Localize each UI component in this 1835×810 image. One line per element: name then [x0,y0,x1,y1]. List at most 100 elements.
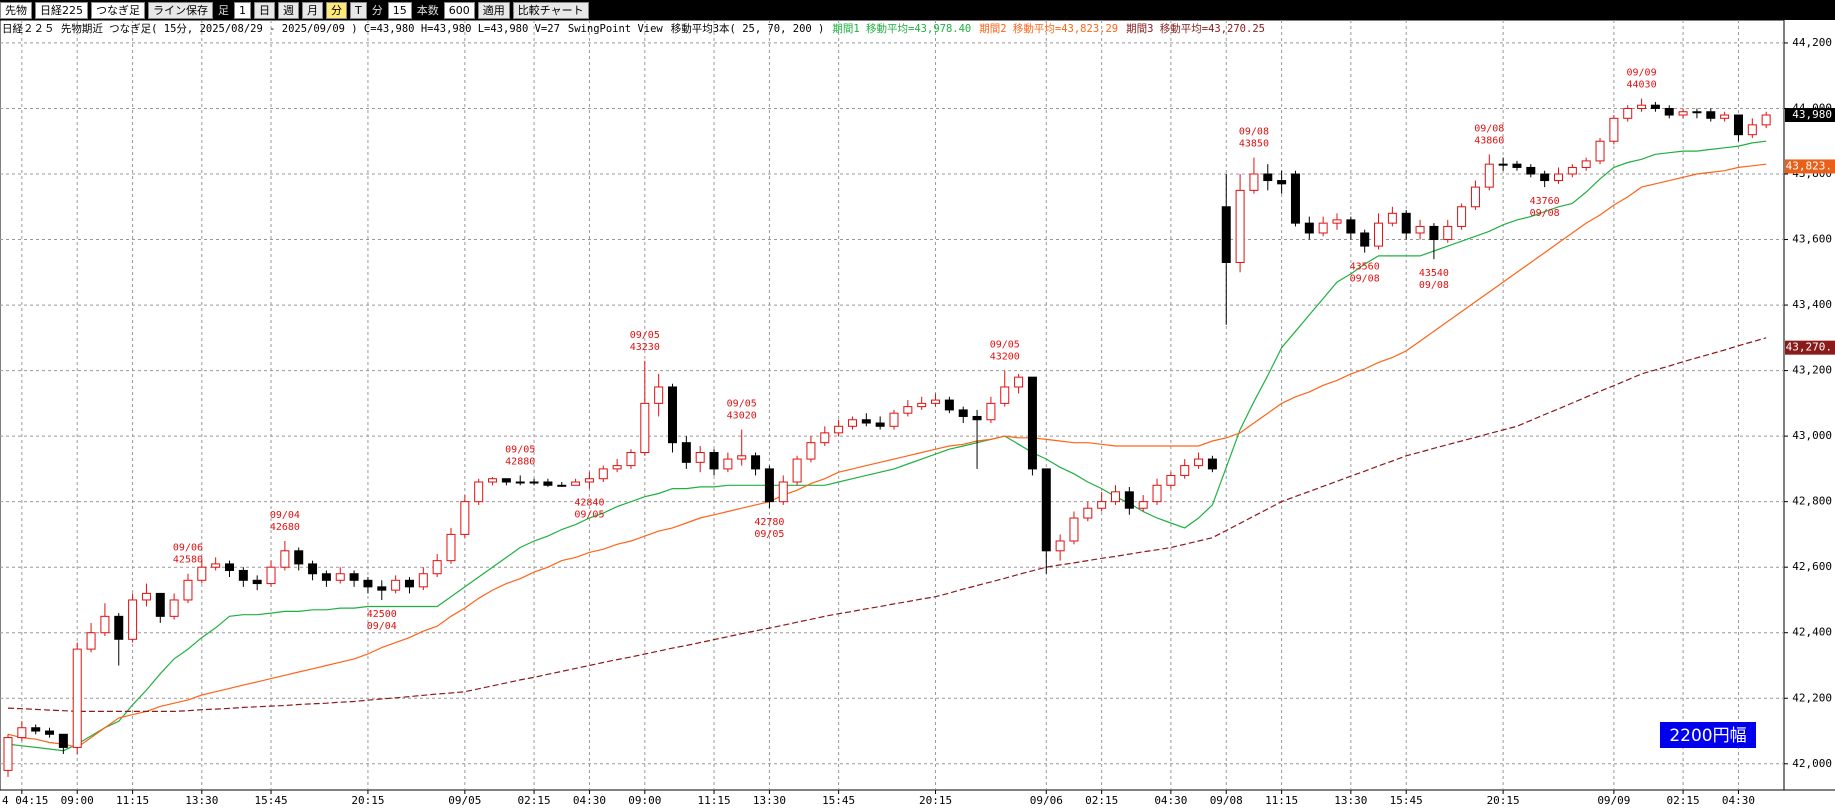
price-tag-label: 43,823. [1786,159,1832,172]
moving-average-line [7,337,1767,712]
candle-body [847,419,857,427]
candle-body [861,419,871,424]
y-tick-label: 42,600 [1792,560,1832,573]
unit-button[interactable]: 月 [302,1,323,19]
swing-date: 09/04 [270,510,300,521]
interval-label: 分 [371,4,383,17]
legend-entry: 期間1 移動平均=43,978.40 [832,23,972,35]
swing-date: 09/04 [367,621,397,632]
candle-body [418,573,428,588]
candle-body [640,402,650,454]
candle-body [612,465,622,470]
compare-button[interactable]: 比較チャート [512,1,589,19]
y-tick-label: 42,400 [1792,626,1832,639]
candle-body [1747,124,1757,136]
candle-body [238,569,248,581]
x-tick-label: 11:15 [1265,794,1298,807]
candle-body [169,599,179,617]
candle-body [737,455,747,460]
candle-body [778,481,788,503]
candle-body [280,550,290,568]
price-tag-label: 43,270. [1786,341,1832,354]
index-select[interactable]: 日経225 [35,1,88,19]
candle-body [1346,219,1356,234]
swing-price: 42780 [754,517,784,528]
candle-body [1567,166,1577,175]
candle-body [252,579,262,585]
candle-body [903,406,913,414]
candle-body [889,412,899,427]
candle-body [834,425,844,434]
swing-price: 43560 [1350,262,1380,273]
x-tick-label: 15:45 [254,794,287,807]
candle-body [1554,173,1563,182]
unit-button[interactable]: 日 [254,1,275,19]
market-select[interactable]: 先物 [0,1,32,19]
kind-select[interactable]: つなぎ足 [91,1,145,19]
candle-body [1207,458,1217,470]
candle-body [377,586,387,591]
swing-date: 09/08 [1350,274,1380,285]
swing-price: 43200 [990,352,1020,363]
swing-price: 43020 [727,411,757,422]
save-button[interactable]: ライン保存 [148,1,213,19]
candle-body [1055,540,1065,552]
candle-body [1581,160,1591,168]
candle-body [1318,222,1328,234]
candle-body [751,455,761,470]
candle-body [557,484,567,487]
header-text: SwingPoint View [567,23,663,35]
candle-body [1014,376,1024,388]
candle-body [1761,114,1771,126]
apply-button[interactable]: 適用 [477,1,510,19]
candle-body [488,478,498,483]
x-tick-label: 02:15 [1667,794,1700,807]
bar-input[interactable]: 1 [234,1,251,19]
x-tick-label: 20:15 [1487,794,1520,807]
unit-button[interactable]: 分 [326,1,347,19]
candle-body [1401,212,1411,234]
candle-body [1457,206,1467,227]
candle-body [1637,104,1647,109]
candle-body [1664,107,1674,116]
candle-body [1304,222,1314,234]
candle-body [764,468,774,503]
count-input[interactable]: 600 [443,1,475,19]
candle-body [958,409,968,417]
candle-body [31,727,41,732]
y-tick-label: 42,200 [1792,691,1832,704]
candle-body [709,452,719,470]
candle-body [917,402,927,408]
candle-body [543,481,553,486]
candle-body [1650,104,1660,109]
candle-body [114,615,124,640]
swing-date: 09/08 [1419,280,1449,291]
candle-body [1429,225,1439,241]
candle-body [1415,225,1425,234]
price-tag [1785,108,1835,123]
candle-body [1277,180,1287,185]
candle-body [363,579,373,588]
unit-button[interactable]: 週 [278,1,299,19]
candle-body [335,573,345,581]
count-label: 本数 [416,4,439,17]
interval-input[interactable]: 15 [387,1,412,19]
swing-price: 43860 [1474,135,1504,146]
candle-body [1111,491,1120,503]
x-tick-label: 09/05 [448,794,481,807]
candle-body [1733,114,1743,136]
candle-body [1152,484,1162,503]
swing-date: 09/06 [173,543,203,554]
swing-price: 42680 [270,522,300,533]
candle-body [681,442,691,463]
price-tag [1785,340,1835,355]
swing-price: 42500 [367,609,397,620]
candle-body [1027,376,1037,470]
candle-body [529,481,539,484]
candle-body [944,399,954,411]
unit-button[interactable]: T [350,1,367,19]
candle-body [501,478,511,483]
candle-body [654,386,664,404]
plot-area [0,19,1785,791]
swing-date: 09/05 [630,330,660,341]
